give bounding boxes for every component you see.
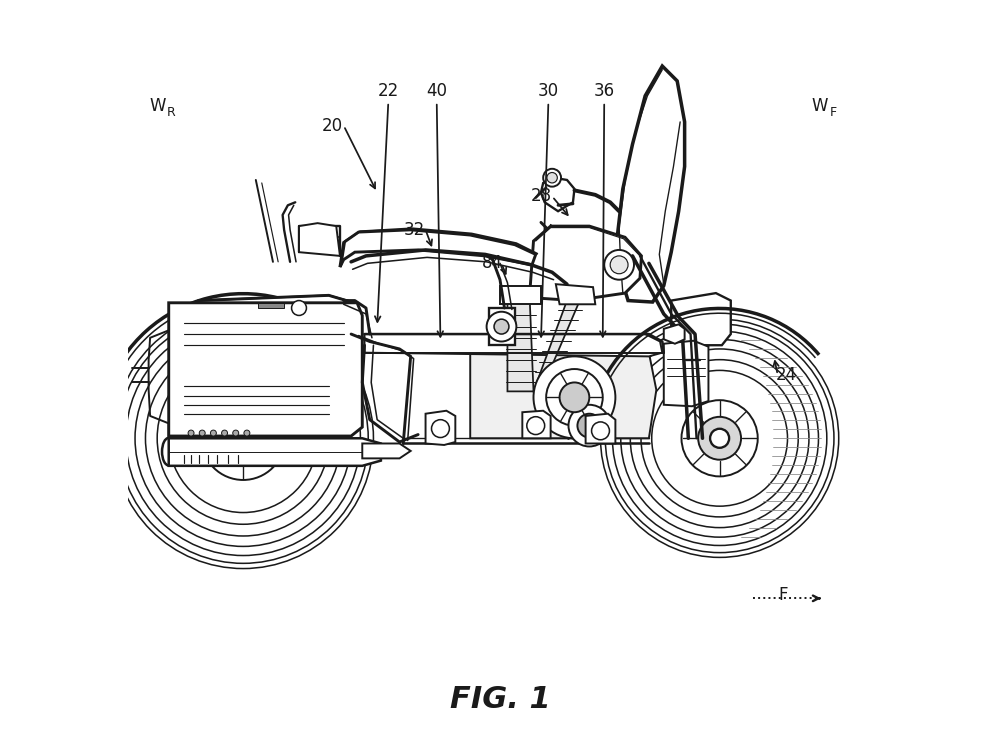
Polygon shape bbox=[522, 411, 551, 438]
Polygon shape bbox=[340, 230, 536, 267]
Polygon shape bbox=[470, 352, 656, 438]
Circle shape bbox=[543, 169, 561, 187]
Text: 28: 28 bbox=[530, 188, 552, 206]
Text: FIG. 1: FIG. 1 bbox=[450, 685, 550, 714]
Text: 24: 24 bbox=[776, 366, 797, 384]
Circle shape bbox=[612, 331, 827, 545]
Text: 22: 22 bbox=[378, 82, 399, 100]
Text: F: F bbox=[830, 106, 837, 119]
Polygon shape bbox=[530, 226, 641, 301]
Circle shape bbox=[546, 369, 603, 425]
Circle shape bbox=[527, 417, 545, 434]
Circle shape bbox=[145, 340, 341, 536]
Circle shape bbox=[630, 349, 809, 527]
Polygon shape bbox=[198, 296, 351, 316]
Circle shape bbox=[610, 256, 628, 274]
Polygon shape bbox=[618, 66, 685, 302]
Circle shape bbox=[126, 321, 360, 556]
Circle shape bbox=[233, 430, 239, 436]
Circle shape bbox=[220, 415, 267, 462]
Polygon shape bbox=[258, 303, 284, 308]
Text: 40: 40 bbox=[426, 82, 447, 100]
Circle shape bbox=[135, 330, 351, 547]
Circle shape bbox=[698, 417, 741, 460]
Circle shape bbox=[604, 250, 634, 280]
Circle shape bbox=[157, 352, 329, 524]
Polygon shape bbox=[299, 224, 340, 256]
Polygon shape bbox=[671, 293, 731, 345]
Circle shape bbox=[560, 382, 589, 412]
Polygon shape bbox=[169, 438, 381, 466]
Circle shape bbox=[652, 370, 788, 506]
Text: W: W bbox=[149, 97, 166, 115]
Circle shape bbox=[199, 430, 205, 436]
Circle shape bbox=[681, 400, 758, 476]
Text: 84: 84 bbox=[482, 254, 503, 272]
Circle shape bbox=[201, 397, 285, 480]
Polygon shape bbox=[500, 286, 541, 304]
Polygon shape bbox=[365, 334, 662, 356]
Circle shape bbox=[710, 429, 729, 448]
Circle shape bbox=[494, 320, 509, 334]
Circle shape bbox=[621, 340, 818, 537]
Circle shape bbox=[534, 356, 615, 438]
Circle shape bbox=[292, 301, 306, 316]
Polygon shape bbox=[556, 284, 595, 304]
Circle shape bbox=[210, 430, 216, 436]
Text: 30: 30 bbox=[538, 82, 559, 100]
Circle shape bbox=[605, 324, 834, 553]
Polygon shape bbox=[664, 325, 685, 344]
Circle shape bbox=[487, 312, 516, 341]
Circle shape bbox=[244, 430, 250, 436]
Circle shape bbox=[577, 414, 601, 437]
Polygon shape bbox=[507, 301, 534, 392]
Text: W: W bbox=[812, 97, 828, 115]
Text: 20: 20 bbox=[322, 116, 343, 134]
Circle shape bbox=[641, 360, 798, 517]
Circle shape bbox=[547, 172, 557, 183]
Text: 36: 36 bbox=[594, 82, 615, 100]
Polygon shape bbox=[664, 340, 708, 406]
Circle shape bbox=[601, 320, 839, 557]
Text: R: R bbox=[167, 106, 175, 119]
Circle shape bbox=[113, 308, 373, 568]
Polygon shape bbox=[169, 303, 362, 436]
Circle shape bbox=[432, 420, 449, 437]
Circle shape bbox=[592, 422, 609, 439]
Circle shape bbox=[568, 405, 610, 446]
Circle shape bbox=[188, 430, 194, 436]
Polygon shape bbox=[426, 411, 455, 445]
Text: 32: 32 bbox=[404, 220, 425, 238]
Circle shape bbox=[118, 314, 368, 563]
Polygon shape bbox=[586, 414, 615, 443]
Circle shape bbox=[169, 364, 317, 512]
Polygon shape bbox=[362, 443, 411, 458]
Polygon shape bbox=[534, 301, 578, 392]
Text: F: F bbox=[778, 586, 788, 604]
Circle shape bbox=[222, 430, 228, 436]
Polygon shape bbox=[541, 178, 574, 212]
Polygon shape bbox=[489, 308, 515, 345]
